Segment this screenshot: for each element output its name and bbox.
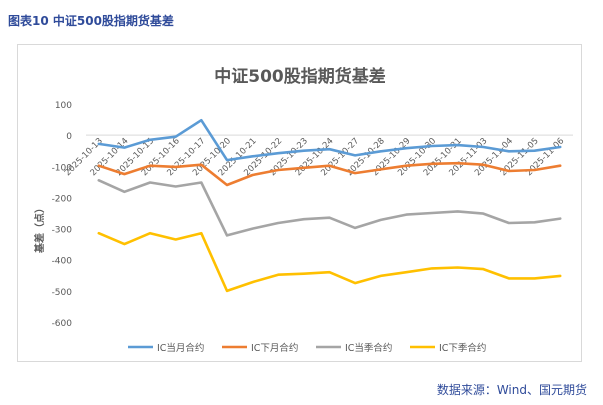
legend-label: IC下季合约 (439, 342, 486, 354)
figure-caption: 图表10 中证500股指期货基差 (8, 14, 174, 28)
y-tick-label: -400 (52, 257, 73, 267)
series-line-2 (97, 161, 562, 187)
y-tick-label: -200 (52, 194, 73, 204)
y-tick-label: 0 (66, 132, 72, 142)
series-line-4 (97, 231, 562, 293)
y-tick-label: -600 (52, 319, 73, 329)
chart-svg: 中证500股指期货基差 基差（点） 100 0 -100 -200 -300 -400 -5… (33, 66, 573, 354)
y-tick-label: -100 (52, 163, 73, 173)
series-line-3 (97, 179, 562, 237)
chart-title: 中证500股指期货基差 (214, 66, 386, 87)
legend-item: IC下季合约 (410, 342, 486, 354)
y-axis-label: 基差（点） (33, 203, 46, 254)
legend-label: IC当月合约 (157, 342, 204, 354)
legend-label: IC当季合约 (345, 342, 392, 354)
source-note: 数据来源：Wind、国元期货 (436, 383, 587, 397)
legend-item: IC当季合约 (316, 342, 392, 354)
y-tick-label: 100 (55, 101, 72, 111)
series-line-1 (97, 118, 562, 162)
y-tick-label: -300 (52, 226, 73, 236)
chart-frame: 中证500股指期货基差 基差（点） 100 0 -100 -200 -300 -400 -5… (17, 44, 582, 362)
legend-item: IC下月合约 (222, 342, 298, 354)
y-tick-label: -500 (52, 288, 73, 298)
y-axis-title: 基差（点） (33, 203, 46, 254)
legend-label: IC下月合约 (251, 342, 298, 354)
legend-item: IC当月合约 (128, 342, 204, 354)
